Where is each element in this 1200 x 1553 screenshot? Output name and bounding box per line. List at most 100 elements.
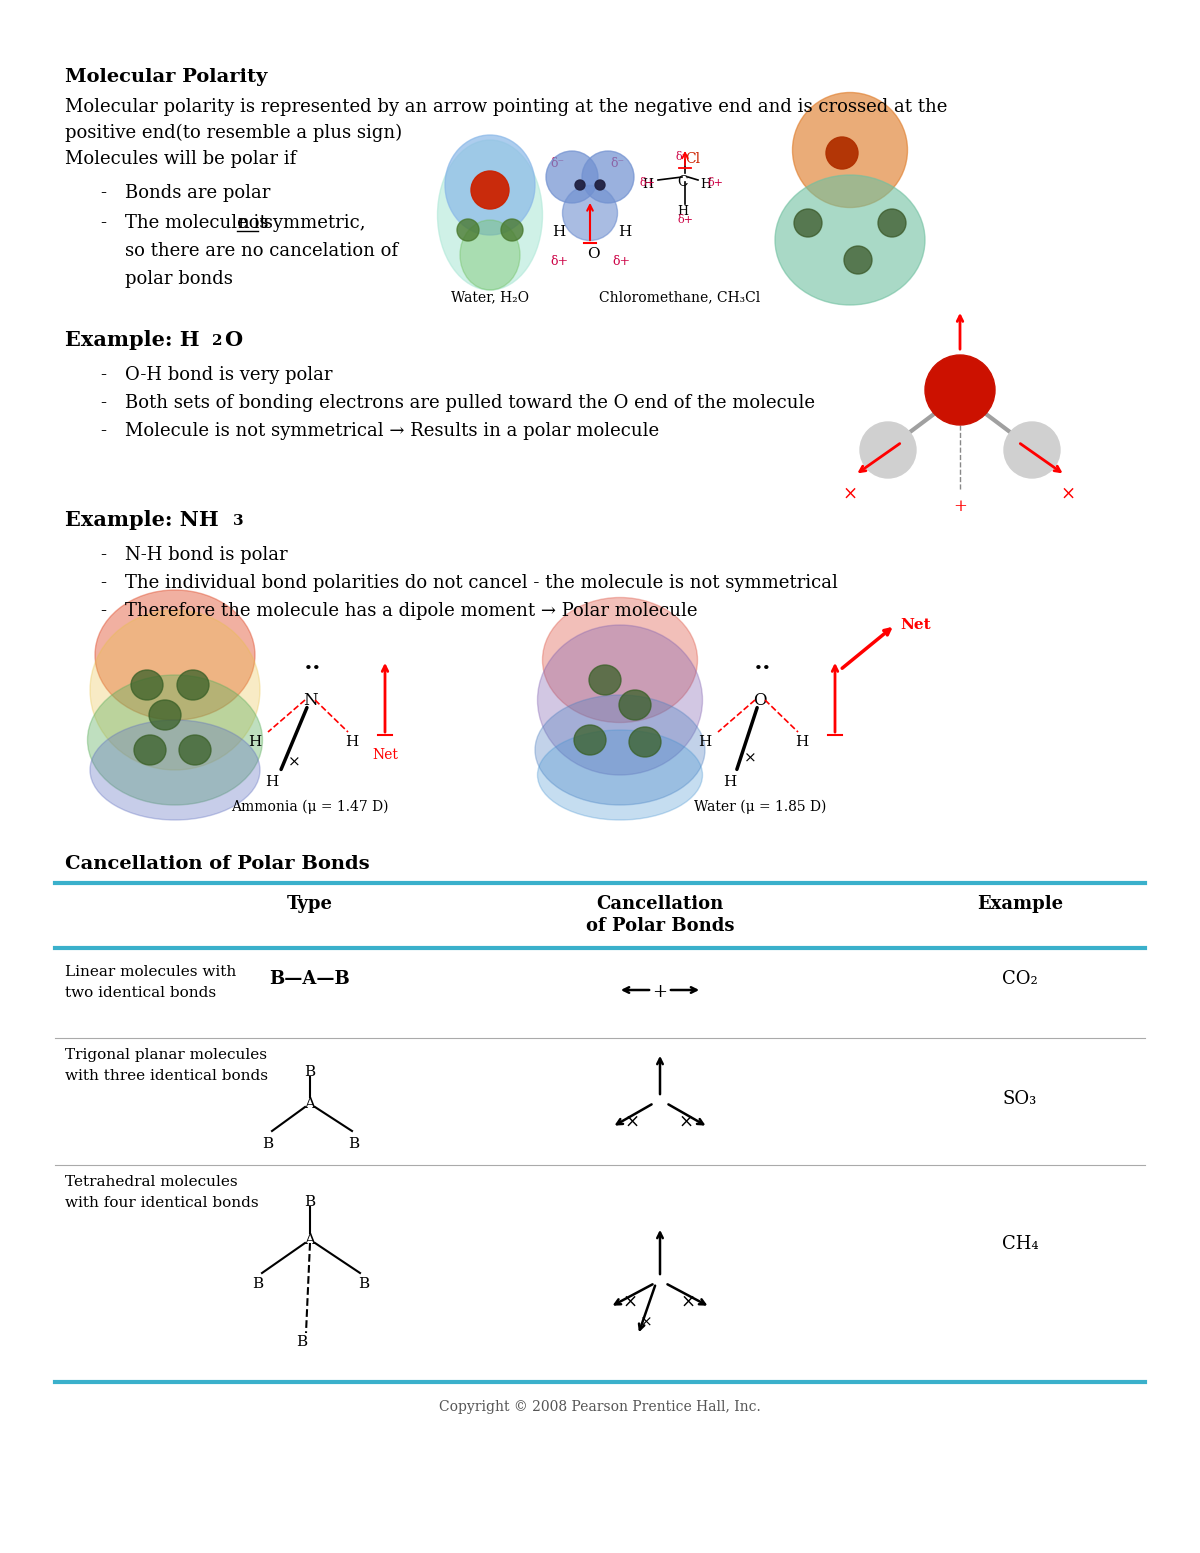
Ellipse shape bbox=[619, 690, 650, 721]
Text: Cl: Cl bbox=[685, 152, 700, 166]
Ellipse shape bbox=[90, 610, 260, 770]
Text: δ⁻: δ⁻ bbox=[610, 157, 624, 169]
Ellipse shape bbox=[595, 180, 605, 189]
Text: Copyright © 2008 Pearson Prentice Hall, Inc.: Copyright © 2008 Pearson Prentice Hall, … bbox=[439, 1399, 761, 1413]
Text: H: H bbox=[265, 775, 278, 789]
Ellipse shape bbox=[535, 696, 706, 804]
Text: The individual bond polarities do not cancel - the molecule is not symmetrical: The individual bond polarities do not ca… bbox=[125, 575, 838, 592]
Ellipse shape bbox=[538, 624, 702, 775]
Text: -: - bbox=[100, 547, 106, 564]
Ellipse shape bbox=[470, 171, 509, 210]
Ellipse shape bbox=[574, 725, 606, 755]
Text: 3: 3 bbox=[233, 514, 244, 528]
Text: 2: 2 bbox=[212, 334, 222, 348]
Text: symmetric,: symmetric, bbox=[258, 214, 366, 231]
Ellipse shape bbox=[538, 730, 702, 820]
Text: ×: × bbox=[842, 485, 858, 503]
Text: H: H bbox=[248, 735, 262, 749]
Text: δ+: δ+ bbox=[550, 255, 568, 269]
Text: -: - bbox=[100, 367, 106, 384]
Text: H: H bbox=[552, 225, 565, 239]
Text: H: H bbox=[642, 179, 653, 191]
Text: Therefore the molecule has a dipole moment → Polar molecule: Therefore the molecule has a dipole mome… bbox=[125, 603, 697, 620]
Text: Net: Net bbox=[900, 618, 931, 632]
Text: H: H bbox=[724, 775, 737, 789]
Text: so there are no cancelation of: so there are no cancelation of bbox=[125, 242, 398, 259]
Text: +: + bbox=[953, 499, 967, 516]
Text: -: - bbox=[100, 183, 106, 202]
Text: Example: H: Example: H bbox=[65, 329, 199, 349]
Ellipse shape bbox=[844, 245, 872, 273]
Ellipse shape bbox=[792, 93, 907, 208]
Text: δ+: δ+ bbox=[708, 179, 724, 188]
Text: ×: × bbox=[744, 752, 757, 766]
Text: H: H bbox=[880, 438, 896, 457]
Text: Water (μ = 1.85 D): Water (μ = 1.85 D) bbox=[694, 800, 826, 814]
Text: H: H bbox=[677, 205, 688, 217]
Text: Example: NH: Example: NH bbox=[65, 509, 218, 530]
Text: Net: Net bbox=[372, 749, 398, 763]
Text: δ⁻: δ⁻ bbox=[674, 152, 688, 162]
Text: ×: × bbox=[680, 1294, 696, 1311]
Circle shape bbox=[1004, 422, 1060, 478]
Text: δ+: δ+ bbox=[640, 179, 656, 188]
Text: C: C bbox=[677, 175, 688, 189]
Ellipse shape bbox=[131, 669, 163, 700]
Text: SO₃: SO₃ bbox=[1003, 1090, 1037, 1107]
Text: Ammonia (μ = 1.47 D): Ammonia (μ = 1.47 D) bbox=[232, 800, 389, 814]
Text: B: B bbox=[305, 1065, 316, 1079]
Text: Type: Type bbox=[287, 895, 334, 913]
Text: B: B bbox=[305, 1194, 316, 1208]
Text: ×: × bbox=[678, 1114, 694, 1131]
Text: -: - bbox=[100, 422, 106, 439]
Text: H: H bbox=[1024, 438, 1040, 457]
Text: Molecular Polarity: Molecular Polarity bbox=[65, 68, 268, 85]
Text: Example: Example bbox=[977, 895, 1063, 913]
Text: Cancellation of Polar Bonds: Cancellation of Polar Bonds bbox=[65, 856, 370, 873]
Text: B—A—B: B—A—B bbox=[270, 971, 350, 988]
Text: B: B bbox=[252, 1277, 263, 1291]
Text: ×: × bbox=[1061, 485, 1075, 503]
Text: Linear molecules with
two identical bonds: Linear molecules with two identical bond… bbox=[65, 964, 236, 1000]
Ellipse shape bbox=[457, 219, 479, 241]
Text: Molecule is not symmetrical → Results in a polar molecule: Molecule is not symmetrical → Results in… bbox=[125, 422, 659, 439]
Text: ••: •• bbox=[304, 662, 322, 676]
Ellipse shape bbox=[775, 175, 925, 304]
Ellipse shape bbox=[826, 137, 858, 169]
Text: N-H bond is polar: N-H bond is polar bbox=[125, 547, 288, 564]
Text: +: + bbox=[653, 983, 667, 1002]
Text: ×: × bbox=[640, 1315, 653, 1329]
Ellipse shape bbox=[629, 727, 661, 756]
Text: -: - bbox=[100, 603, 106, 620]
Text: O-H bond is very polar: O-H bond is very polar bbox=[125, 367, 332, 384]
Text: B: B bbox=[358, 1277, 370, 1291]
Text: CO₂: CO₂ bbox=[1002, 971, 1038, 988]
Circle shape bbox=[925, 356, 995, 426]
Ellipse shape bbox=[149, 700, 181, 730]
Ellipse shape bbox=[438, 140, 542, 290]
Text: Bonds are polar: Bonds are polar bbox=[125, 183, 270, 202]
Text: Both sets of bonding electrons are pulled toward the O end of the molecule: Both sets of bonding electrons are pulle… bbox=[125, 394, 815, 412]
Ellipse shape bbox=[589, 665, 622, 696]
Text: ×: × bbox=[623, 1294, 637, 1311]
Text: δ+: δ+ bbox=[612, 255, 630, 269]
Text: -: - bbox=[100, 575, 106, 592]
Ellipse shape bbox=[542, 598, 697, 722]
Ellipse shape bbox=[794, 210, 822, 238]
Text: Molecular polarity is represented by an arrow pointing at the negative end and i: Molecular polarity is represented by an … bbox=[65, 98, 947, 116]
Ellipse shape bbox=[502, 219, 523, 241]
Text: O: O bbox=[224, 329, 242, 349]
Text: O: O bbox=[587, 247, 600, 261]
Text: positive end(to resemble a plus sign): positive end(to resemble a plus sign) bbox=[65, 124, 402, 143]
Text: Cancellation
of Polar Bonds: Cancellation of Polar Bonds bbox=[586, 895, 734, 935]
Text: H: H bbox=[618, 225, 631, 239]
Text: Chloromethane, CH₃Cl: Chloromethane, CH₃Cl bbox=[599, 290, 761, 304]
Ellipse shape bbox=[178, 669, 209, 700]
Circle shape bbox=[860, 422, 916, 478]
Ellipse shape bbox=[90, 721, 260, 820]
Text: Tetrahedral molecules
with four identical bonds: Tetrahedral molecules with four identica… bbox=[65, 1176, 259, 1210]
Text: ••: •• bbox=[754, 662, 772, 676]
Text: H: H bbox=[698, 735, 712, 749]
Text: δ⁻: δ⁻ bbox=[550, 157, 564, 169]
Ellipse shape bbox=[134, 735, 166, 766]
